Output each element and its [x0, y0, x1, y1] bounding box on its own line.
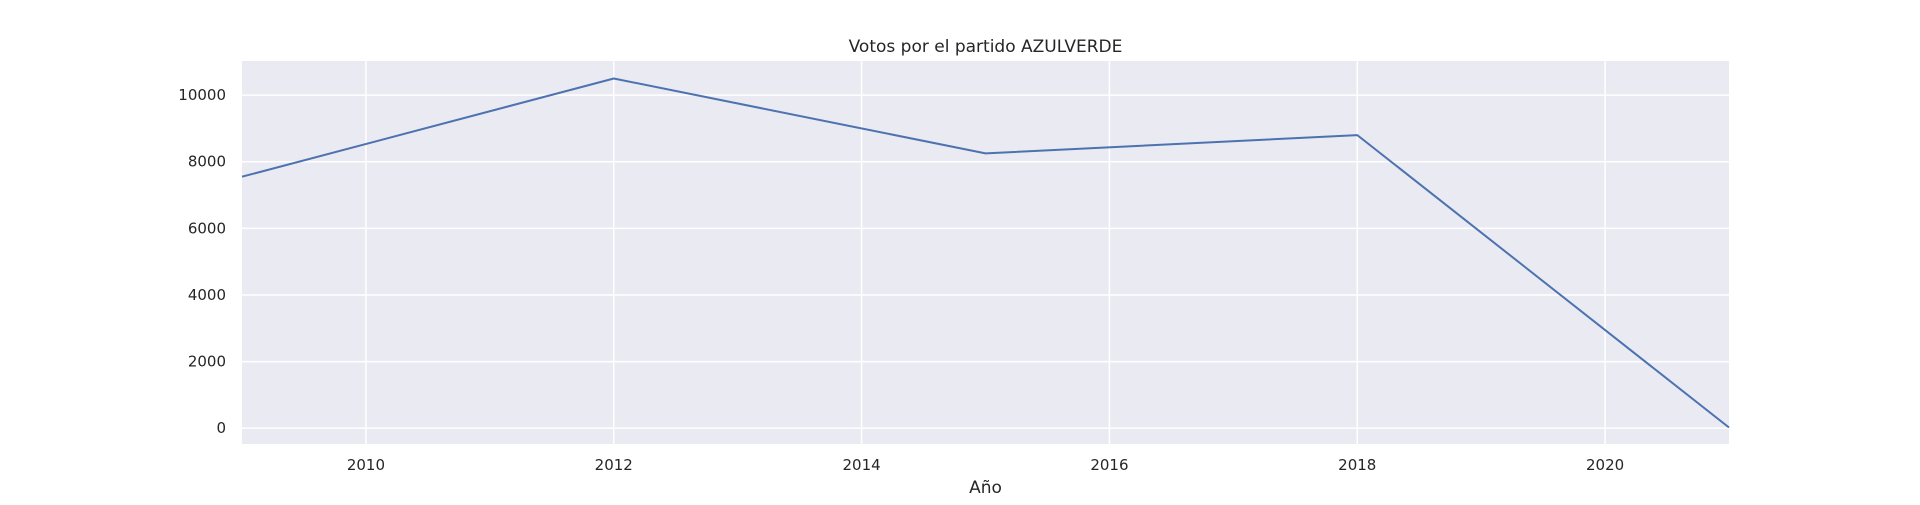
plot-area [242, 61, 1729, 444]
x-tick-label: 2016 [1090, 456, 1128, 474]
y-tick-label: 2000 [188, 353, 226, 371]
x-axis-label: Año [969, 478, 1002, 498]
x-tick-label: 2012 [595, 456, 633, 474]
x-axis-ticks: 2010 2012 2014 2016 2018 2020 [347, 456, 1624, 474]
chart-title: Votos por el partido AZULVERDE [849, 37, 1123, 57]
y-tick-label: 0 [216, 419, 226, 437]
x-tick-label: 2010 [347, 456, 385, 474]
x-tick-label: 2018 [1338, 456, 1376, 474]
y-tick-label: 8000 [188, 153, 226, 171]
y-tick-label: 4000 [188, 286, 226, 304]
y-tick-label: 10000 [178, 86, 226, 104]
y-tick-label: 6000 [188, 219, 226, 237]
series-line-1 [241, 77, 1730, 429]
y-axis-ticks: 0 2000 4000 6000 8000 10000 [178, 86, 226, 437]
gridlines [242, 61, 1729, 444]
series-layer [241, 77, 1730, 429]
x-tick-label: 2020 [1586, 456, 1624, 474]
x-tick-label: 2014 [842, 456, 880, 474]
